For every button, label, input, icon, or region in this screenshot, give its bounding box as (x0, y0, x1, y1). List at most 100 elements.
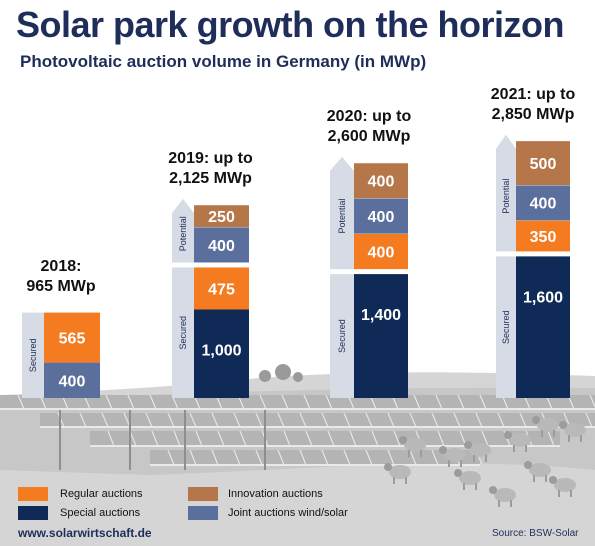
panel-divider (255, 412, 263, 428)
sheep-icon (524, 461, 551, 482)
potential-label: Potential (178, 216, 188, 251)
panel-divider (283, 430, 291, 447)
data-label: 400 (368, 209, 395, 226)
panel-divider (173, 430, 181, 447)
secured-label: Secured (337, 319, 347, 353)
bar-total-label-2020: 2020: up to 2,600 MWp (326, 107, 412, 145)
panel-divider (167, 449, 175, 466)
website-link[interactable]: www.solarwirtschaft.de (18, 526, 152, 540)
panel-divider (409, 449, 417, 466)
panel-divider (145, 412, 153, 428)
panel-divider (327, 430, 335, 447)
data-label: 400 (368, 244, 395, 261)
legend-swatch-special (18, 506, 48, 520)
source-note: Source: BSW-Solar (492, 528, 579, 539)
panel-divider (195, 430, 203, 447)
panel-divider (277, 449, 285, 466)
panel-divider (437, 430, 445, 447)
panel-divider (79, 412, 87, 428)
tree-icon (275, 364, 291, 380)
panel-divider (107, 430, 115, 447)
panel-divider (343, 449, 351, 466)
bar-segment-special (194, 309, 249, 398)
data-label: 400 (530, 196, 557, 213)
secured-panel (496, 256, 516, 398)
panel-divider (409, 412, 417, 428)
panel-divider (105, 394, 113, 410)
sheep-icon (464, 441, 491, 462)
page-title: Solar park growth on the horizon (16, 4, 565, 45)
panel-divider (189, 449, 197, 466)
bar-segment-special (516, 256, 570, 398)
panel-divider (303, 394, 311, 410)
bar-total-label-2021: 2021: up to 2,850 MWp (490, 85, 576, 123)
bar-segment-joint (194, 227, 249, 263)
sheep-icon (439, 446, 466, 467)
bars: Secured 400 565 Secured 1,000 475 Potential 400… (22, 134, 570, 398)
panel-divider (519, 412, 527, 428)
secured-panel (330, 274, 354, 398)
panel-divider (217, 430, 225, 447)
panel-divider (479, 394, 487, 410)
panel-divider (413, 394, 421, 410)
data-label: 400 (368, 174, 395, 191)
bar-segment-joint (44, 362, 100, 398)
bar-segment-joint (354, 198, 408, 234)
panel-divider (393, 430, 401, 447)
panel-divider (281, 394, 289, 410)
panel-divider (481, 430, 489, 447)
panel-divider (211, 412, 219, 428)
panel-divider (277, 412, 285, 428)
panel-divider (149, 394, 157, 410)
potential-panel (172, 198, 194, 263)
bar-total-label-2019: 2019: up to 2,125 MWp (168, 149, 253, 187)
sheep-icon (532, 416, 559, 437)
sheep-icon (549, 476, 576, 497)
legend-swatch-innovation (188, 487, 218, 501)
panel-divider (371, 430, 379, 447)
sheep-icon (384, 463, 411, 484)
sheep-icon (559, 421, 586, 442)
panel-divider (453, 412, 461, 428)
panel-divider (343, 412, 351, 428)
panel-divider (211, 449, 219, 466)
bar-group-2018: Secured 400 565 (22, 312, 100, 398)
data-label: 500 (530, 156, 557, 173)
panel-divider (233, 449, 241, 466)
panel-divider (299, 412, 307, 428)
panel-divider (457, 394, 465, 410)
panel-divider (259, 394, 267, 410)
bar-segment-regular (194, 267, 249, 310)
panel-divider (17, 394, 25, 410)
data-label: 1,400 (361, 307, 401, 324)
panel-divider (387, 412, 395, 428)
panel-row (0, 395, 595, 409)
secured-panel (22, 312, 44, 398)
potential-label: Potential (337, 198, 347, 233)
panel-divider (189, 412, 197, 428)
data-label: 1,000 (201, 343, 241, 360)
data-label: 565 (59, 331, 86, 348)
secured-label: Secured (28, 339, 38, 373)
panel-divider (431, 412, 439, 428)
sheep-herd (384, 416, 586, 507)
sheep-icon (399, 436, 426, 457)
panel-divider (387, 449, 395, 466)
secured-label: Secured (178, 316, 188, 350)
bar-segment-joint (516, 185, 570, 221)
secured-label: Secured (501, 310, 511, 344)
potential-panel (496, 134, 516, 252)
secured-panel (172, 267, 194, 398)
bar-group-2019: Secured 1,000 475 Potential 400 250 (172, 198, 249, 398)
panel-divider (299, 449, 307, 466)
bar-segment-regular (354, 233, 408, 270)
legend-label-special: Special auctions (60, 507, 141, 519)
panel-divider (321, 449, 329, 466)
bar-total-label-2018: 2018: 965 MWp (26, 257, 96, 295)
panel-divider (305, 430, 313, 447)
panel-row (90, 431, 560, 446)
data-label: 400 (208, 238, 235, 255)
panel-divider (585, 412, 593, 428)
